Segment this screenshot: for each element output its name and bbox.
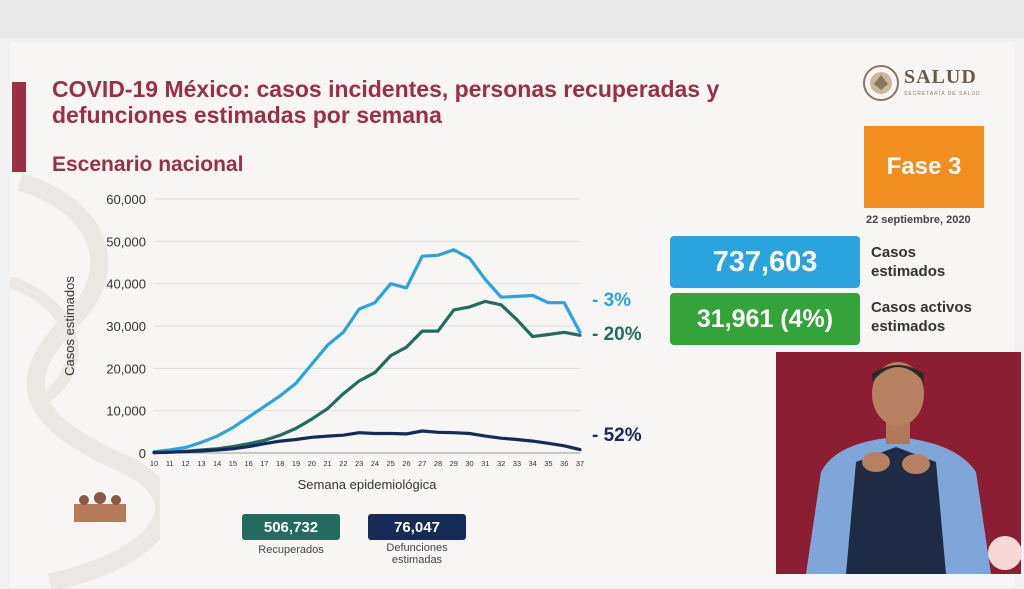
x-tick-label: 29 bbox=[450, 459, 458, 468]
series-line bbox=[152, 248, 582, 454]
weekly-cases-line-chart: 0 10,000 20,000 30,000 40,000 50,000 60,000 10 1… bbox=[62, 192, 642, 492]
title-accent-bar bbox=[12, 82, 26, 172]
x-tick-label: 18 bbox=[276, 459, 284, 468]
series-end-label: - 3% bbox=[592, 290, 631, 311]
y-tick-label: 0 bbox=[139, 446, 146, 461]
x-tick-label: 19 bbox=[292, 459, 300, 468]
estimated-cases-label-line1: Casos bbox=[871, 244, 917, 261]
active-cases-label: Casos activos estimados bbox=[871, 298, 972, 336]
x-tick-label: 32 bbox=[497, 459, 505, 468]
logo-text: SALUD bbox=[904, 66, 977, 88]
eagle-emblem-icon bbox=[863, 65, 899, 101]
y-axis-label: Casos estimados bbox=[62, 276, 77, 376]
series-end-label: - 52% bbox=[592, 425, 642, 446]
x-tick-label: 31 bbox=[481, 459, 489, 468]
x-tick-label: 24 bbox=[371, 459, 379, 468]
x-tick-label: 26 bbox=[402, 459, 410, 468]
x-tick-label: 25 bbox=[386, 459, 394, 468]
x-tick-label: 16 bbox=[244, 459, 252, 468]
x-tick-label: 30 bbox=[465, 459, 473, 468]
estimated-cases-label: Casos estimados bbox=[871, 243, 945, 281]
y-tick-label: 10,000 bbox=[106, 404, 146, 419]
interpreter-figure bbox=[776, 352, 1021, 574]
x-tick-label: 10 bbox=[150, 459, 158, 468]
deaths-value: 76,047 bbox=[368, 514, 466, 540]
people-illustration bbox=[74, 492, 126, 522]
broadcast-watermark bbox=[988, 536, 1022, 570]
x-tick-label: 12 bbox=[181, 459, 189, 468]
phase-badge: Fase 3 bbox=[864, 126, 984, 208]
x-tick-label: 27 bbox=[418, 459, 426, 468]
deaths-label: Defunciones estimadas bbox=[362, 542, 472, 566]
y-tick-label: 60,000 bbox=[106, 192, 146, 207]
x-tick-label: 35 bbox=[544, 459, 552, 468]
slide-title: COVID-19 México: casos incidentes, perso… bbox=[52, 76, 720, 128]
x-tick-label: 20 bbox=[308, 459, 316, 468]
logo-subtext: SECRETARÍA DE SALUD bbox=[904, 91, 981, 97]
sign-language-interpreter-video bbox=[776, 352, 1021, 574]
salud-logo: SALUD SECRETARÍA DE SALUD bbox=[862, 62, 990, 104]
x-tick-label: 34 bbox=[528, 459, 536, 468]
series-end-label: - 20% bbox=[592, 324, 642, 345]
deaths-label-line2: estimadas bbox=[391, 554, 443, 566]
x-tick-label: 15 bbox=[229, 459, 237, 468]
background-ornament bbox=[10, 173, 160, 589]
slide-subtitle: Escenario nacional bbox=[52, 153, 244, 176]
series-line bbox=[152, 299, 582, 455]
x-tick-label: 33 bbox=[513, 459, 521, 468]
active-cases-label-line1: Casos activos bbox=[871, 299, 972, 316]
y-tick-label: 50,000 bbox=[106, 234, 146, 249]
estimated-cases-value: 737,603 bbox=[670, 236, 860, 288]
x-tick-label: 13 bbox=[197, 459, 205, 468]
x-tick-label: 21 bbox=[323, 459, 331, 468]
deaths-label-line1: Defunciones bbox=[386, 542, 448, 554]
y-tick-label: 30,000 bbox=[106, 319, 146, 334]
x-axis-label: Semana epidemiológica bbox=[298, 477, 438, 492]
x-tick-label: 23 bbox=[355, 459, 363, 468]
estimated-cases-label-line2: estimados bbox=[871, 263, 946, 280]
x-tick-label: 11 bbox=[166, 459, 174, 468]
top-bar bbox=[0, 0, 1024, 38]
x-tick-label: 17 bbox=[260, 459, 268, 468]
x-tick-label: 22 bbox=[339, 459, 347, 468]
active-cases-value: 31,961 (4%) bbox=[670, 293, 860, 345]
x-tick-label: 37 bbox=[576, 459, 584, 468]
x-tick-label: 36 bbox=[560, 459, 568, 468]
x-tick-label: 14 bbox=[213, 459, 221, 468]
phase-date: 22 septiembre, 2020 bbox=[866, 214, 971, 226]
y-tick-label: 20,000 bbox=[106, 361, 146, 376]
y-tick-label: 40,000 bbox=[106, 277, 146, 292]
x-tick-label: 28 bbox=[434, 459, 442, 468]
recovered-value: 506,732 bbox=[242, 514, 340, 540]
series-line bbox=[152, 429, 582, 455]
recovered-label: Recuperados bbox=[258, 544, 324, 556]
active-cases-label-line2: estimados bbox=[871, 318, 946, 335]
